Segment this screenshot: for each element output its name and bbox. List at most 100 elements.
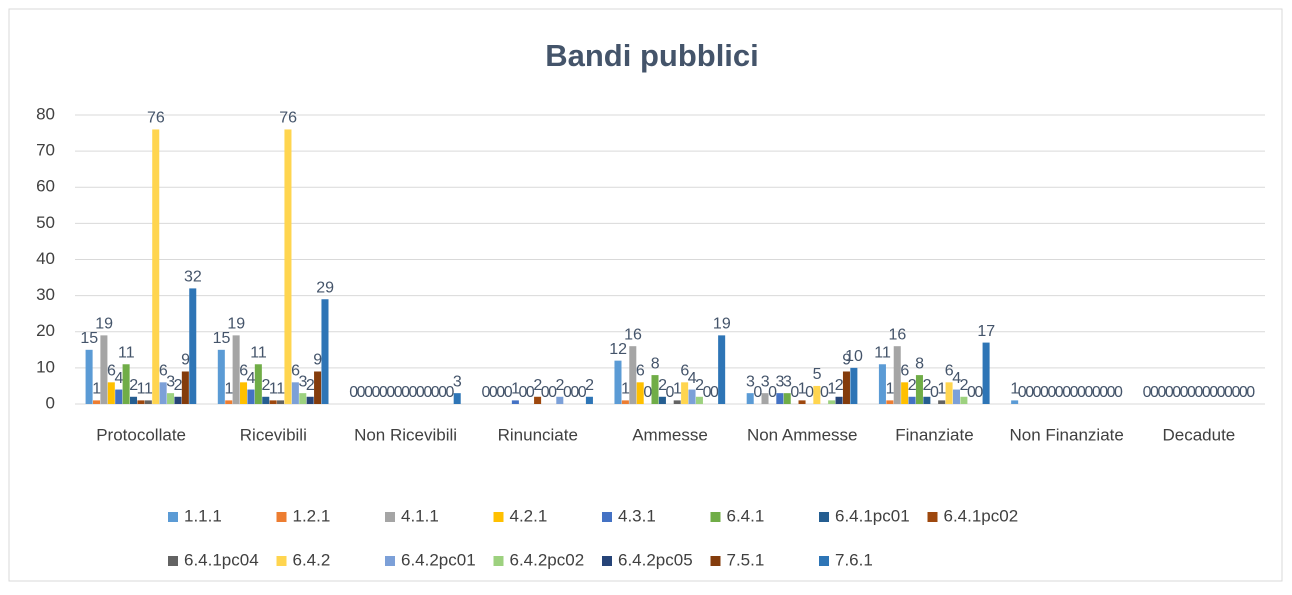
data-label: 8 xyxy=(915,355,924,372)
data-label: 2 xyxy=(960,377,969,394)
y-tick-label: 10 xyxy=(36,357,55,376)
data-label: 0 xyxy=(1033,384,1042,401)
legend-swatch xyxy=(819,556,829,566)
data-label: 0 xyxy=(1077,384,1086,401)
data-label: 0 xyxy=(379,384,388,401)
data-label: 3 xyxy=(298,373,307,390)
data-label: 2 xyxy=(533,377,542,394)
bar xyxy=(938,400,946,404)
data-label: 3 xyxy=(746,373,755,390)
data-label: 0 xyxy=(519,384,528,401)
data-label: 3 xyxy=(776,373,785,390)
bar xyxy=(614,360,622,404)
bar xyxy=(144,400,152,404)
data-label: 3 xyxy=(783,373,792,390)
bar xyxy=(122,364,130,404)
data-label: 1 xyxy=(224,381,233,398)
data-label: 19 xyxy=(95,316,113,333)
bar xyxy=(262,396,270,404)
x-tick-label: Protocollate xyxy=(96,425,186,444)
bar xyxy=(658,396,666,404)
bar xyxy=(159,382,167,404)
bar xyxy=(232,335,240,404)
data-label: 0 xyxy=(1209,384,1218,401)
data-label: 0 xyxy=(1114,384,1123,401)
bar xyxy=(746,393,754,404)
legend-label: 6.4.1pc01 xyxy=(835,506,910,525)
bar xyxy=(189,288,197,404)
data-label: 4 xyxy=(952,370,961,387)
bar xyxy=(291,382,299,404)
data-label: 15 xyxy=(80,330,98,347)
bar xyxy=(952,389,960,404)
data-label: 0 xyxy=(790,384,799,401)
legend-label: 6.4.2pc05 xyxy=(618,550,693,569)
data-label: 1 xyxy=(92,381,101,398)
legend-swatch xyxy=(602,556,612,566)
data-label: 0 xyxy=(1047,384,1056,401)
data-label: 1 xyxy=(827,381,836,398)
legend-swatch xyxy=(168,556,178,566)
data-label: 0 xyxy=(563,384,572,401)
data-label: 1 xyxy=(621,381,630,398)
data-label: 8 xyxy=(651,355,660,372)
bar xyxy=(174,396,182,404)
legend-swatch xyxy=(168,512,178,522)
data-label: 0 xyxy=(409,384,418,401)
data-label: 3 xyxy=(761,373,770,390)
data-label: 0 xyxy=(1092,384,1101,401)
data-label: 2 xyxy=(923,377,932,394)
data-label: 2 xyxy=(306,377,315,394)
x-tick-label: Non Finanziate xyxy=(1009,425,1123,444)
legend-label: 6.4.2pc02 xyxy=(510,550,585,569)
bar xyxy=(585,396,593,404)
bar xyxy=(629,346,637,404)
bar xyxy=(673,400,681,404)
legend-swatch xyxy=(276,556,287,566)
data-label: 0 xyxy=(1187,384,1196,401)
data-label: 0 xyxy=(570,384,579,401)
bar xyxy=(681,382,689,404)
data-label: 2 xyxy=(174,377,183,394)
data-label: 0 xyxy=(1084,384,1093,401)
chart-frame xyxy=(8,8,1283,582)
bar xyxy=(225,400,233,404)
data-label: 16 xyxy=(889,326,907,343)
data-label: 0 xyxy=(431,384,440,401)
data-label: 0 xyxy=(1180,384,1189,401)
bar xyxy=(886,400,894,404)
data-label: 0 xyxy=(710,384,719,401)
bar xyxy=(167,393,175,404)
data-label: 0 xyxy=(1055,384,1064,401)
legend-label: 6.4.1pc02 xyxy=(944,506,1019,525)
bar xyxy=(314,371,322,404)
data-label: 0 xyxy=(526,384,535,401)
data-label: 0 xyxy=(820,384,829,401)
data-label: 0 xyxy=(1099,384,1108,401)
legend-label: 6.4.1 xyxy=(727,506,765,525)
bar xyxy=(982,342,990,404)
data-label: 0 xyxy=(974,384,983,401)
bar xyxy=(306,396,314,404)
data-label: 3 xyxy=(166,373,175,390)
data-label: 0 xyxy=(357,384,366,401)
bar xyxy=(688,389,696,404)
y-tick-label: 20 xyxy=(36,321,55,340)
data-label: 0 xyxy=(768,384,777,401)
legend-label: 6.4.1pc04 xyxy=(184,550,259,569)
data-label: 0 xyxy=(666,384,675,401)
bar xyxy=(284,129,292,404)
data-label: 0 xyxy=(753,384,762,401)
bar xyxy=(92,400,101,404)
legend-swatch xyxy=(927,512,938,522)
y-tick-label: 70 xyxy=(36,141,55,160)
data-label: 1 xyxy=(144,381,153,398)
legend-swatch xyxy=(385,512,395,522)
data-label: 2 xyxy=(556,377,565,394)
data-label: 0 xyxy=(401,384,410,401)
bar xyxy=(299,393,307,404)
bar xyxy=(100,335,108,404)
data-label: 0 xyxy=(1157,384,1166,401)
x-tick-label: Non Ricevibili xyxy=(354,425,457,444)
data-label: 0 xyxy=(1217,384,1226,401)
